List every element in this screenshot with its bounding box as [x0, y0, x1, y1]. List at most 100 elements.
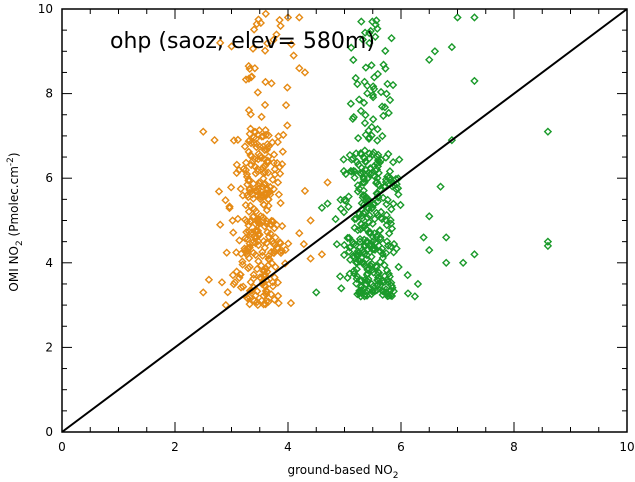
data-point	[337, 284, 346, 293]
data-point	[357, 285, 366, 295]
data-points	[199, 9, 553, 310]
data-point	[543, 241, 553, 251]
data-point	[373, 24, 382, 33]
data-point	[260, 222, 269, 231]
data-point	[458, 258, 468, 267]
data-point	[230, 278, 240, 287]
data-point	[353, 225, 362, 235]
data-point	[363, 173, 373, 183]
data-point	[269, 35, 278, 45]
data-point	[410, 292, 420, 301]
data-point	[343, 233, 352, 243]
data-point	[249, 139, 259, 148]
data-point	[295, 64, 304, 73]
data-point	[242, 227, 251, 237]
data-point	[273, 178, 283, 187]
data-point	[453, 13, 462, 22]
data-point	[345, 269, 354, 278]
data-point	[375, 158, 385, 167]
data-point	[366, 26, 375, 36]
data-point	[350, 173, 359, 182]
data-point	[251, 226, 261, 235]
data-point	[369, 148, 379, 157]
data-point	[359, 247, 368, 257]
data-point	[345, 150, 355, 160]
data-point	[388, 158, 398, 167]
data-point	[268, 175, 277, 184]
data-point	[242, 169, 252, 179]
data-point	[367, 61, 376, 70]
data-point	[269, 239, 278, 248]
data-point	[244, 106, 254, 115]
data-point	[385, 173, 394, 182]
data-point	[248, 238, 257, 247]
data-point	[365, 240, 374, 249]
data-point	[384, 229, 394, 238]
data-point	[384, 108, 393, 118]
data-point	[267, 216, 276, 226]
data-point	[240, 142, 250, 151]
data-point	[345, 243, 354, 252]
data-point	[268, 217, 278, 226]
data-point	[236, 283, 246, 292]
data-point	[376, 235, 385, 244]
data-point	[371, 238, 380, 248]
data-point	[245, 243, 254, 252]
data-point	[382, 199, 391, 209]
data-point	[373, 125, 382, 134]
data-point	[273, 137, 282, 147]
data-point	[361, 208, 370, 217]
y-tick-label: 6	[45, 171, 53, 185]
data-point	[225, 202, 234, 211]
data-point	[244, 253, 254, 263]
data-point	[258, 216, 268, 225]
data-point	[380, 277, 389, 286]
data-point	[363, 89, 372, 98]
data-point	[361, 110, 370, 120]
y-axis-label: OMI NO2 (Pmolec.cm-2)	[6, 152, 25, 291]
data-point	[376, 87, 386, 97]
data-point	[388, 80, 398, 90]
data-point	[348, 238, 358, 247]
data-point	[350, 214, 359, 224]
x-tick-label: 2	[171, 440, 179, 454]
data-point	[223, 288, 232, 297]
chart-title: ohp (saoz; elev= 580m)	[110, 29, 375, 54]
data-point	[262, 205, 272, 215]
data-point	[244, 61, 253, 71]
data-point	[267, 79, 276, 88]
data-point	[351, 149, 361, 158]
data-point	[368, 82, 378, 91]
one-to-one-line	[61, 8, 628, 433]
data-point	[259, 200, 269, 210]
data-point	[339, 250, 349, 260]
x-tick-label: 10	[619, 440, 634, 454]
data-point	[261, 282, 270, 291]
data-point	[323, 199, 332, 208]
data-point	[264, 194, 273, 204]
data-point	[358, 193, 367, 202]
data-point	[344, 202, 353, 211]
data-point	[233, 214, 243, 224]
x-tick-label: 6	[397, 440, 405, 454]
data-point	[376, 233, 385, 242]
data-point	[364, 217, 374, 227]
data-point	[470, 76, 479, 86]
data-point	[359, 98, 369, 108]
data-point	[257, 191, 266, 201]
data-point	[250, 64, 260, 73]
data-point	[276, 198, 285, 208]
data-point	[388, 178, 397, 187]
data-point	[340, 195, 349, 205]
data-point	[270, 165, 280, 174]
data-point	[245, 184, 254, 193]
data-point	[385, 95, 395, 105]
data-point	[216, 38, 225, 48]
data-point	[356, 276, 365, 285]
data-point	[355, 288, 364, 297]
data-point	[260, 270, 270, 279]
data-point	[264, 152, 273, 161]
data-point	[279, 130, 288, 140]
data-point	[269, 150, 279, 159]
x-axis-label: ground-based NO2	[288, 463, 399, 481]
